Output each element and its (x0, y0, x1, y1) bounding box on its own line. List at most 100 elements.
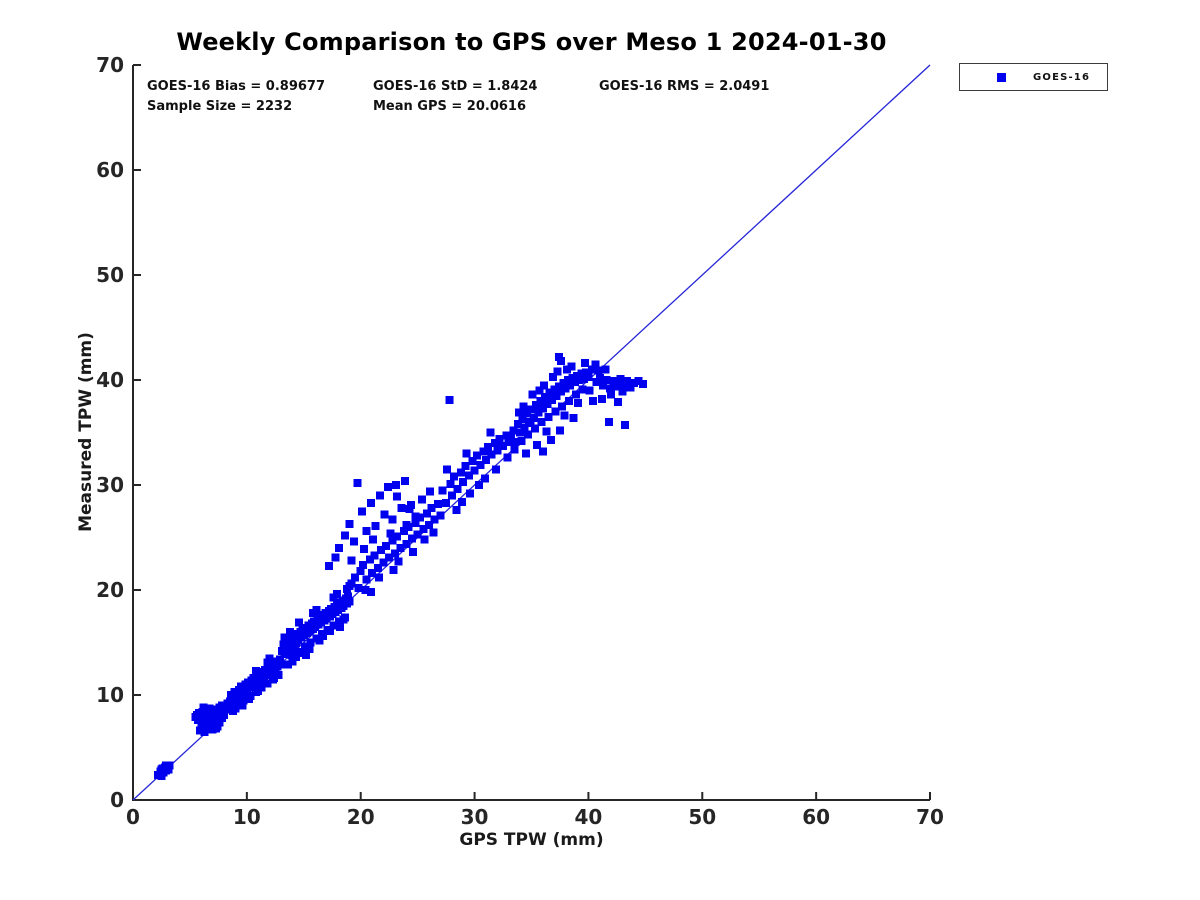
scatter-marker (397, 504, 406, 513)
scatter-marker (254, 686, 263, 695)
scatter-marker (517, 436, 526, 445)
scatter-marker (358, 560, 367, 569)
scatter-marker (618, 387, 627, 396)
scatter-marker (404, 523, 413, 531)
scatter-marker (581, 359, 590, 368)
scatter-marker (553, 367, 562, 376)
scatter-marker (365, 555, 374, 564)
scatter-marker (362, 575, 371, 584)
scatter-marker (422, 509, 431, 518)
scatter-marker (409, 548, 418, 557)
scatter-marker (369, 535, 378, 544)
legend: GOES-16 (959, 63, 1108, 91)
scatter-marker (319, 632, 328, 641)
scatter-marker (551, 407, 560, 416)
scatter-marker (554, 352, 563, 361)
scatter-marker (325, 626, 334, 635)
scatter-marker (511, 437, 520, 446)
scatter-marker (588, 397, 597, 405)
scatter-marker (344, 592, 353, 601)
scatter-marker (579, 374, 588, 383)
scatter-marker (560, 411, 569, 420)
scatter-marker (527, 405, 536, 414)
scatter-marker (388, 536, 397, 545)
scatter-marker (213, 722, 222, 731)
x-tick-label: 40 (575, 805, 603, 829)
scatter-marker (384, 483, 393, 492)
scatter-marker (411, 518, 420, 527)
scatter-marker (200, 727, 209, 736)
scatter-marker (157, 765, 166, 774)
scatter-marker (475, 481, 484, 489)
scatter-marker (418, 495, 427, 504)
scatter-marker (626, 383, 635, 392)
scatter-marker (302, 651, 311, 660)
scatter-marker (575, 376, 584, 384)
scatter-marker (245, 695, 254, 704)
scatter-marker (582, 368, 591, 377)
scatter-marker (609, 377, 618, 386)
scatter-marker (514, 408, 523, 417)
scatter-marker (445, 395, 454, 404)
stat-rms: GOES-16 RMS = 2.0491 (599, 79, 770, 94)
scatter-marker (324, 561, 333, 570)
scatter-marker (601, 365, 610, 374)
scatter-marker (606, 384, 615, 393)
scatter-marker (502, 431, 511, 440)
scatter-marker (495, 434, 504, 443)
scatter-marker (484, 443, 493, 452)
scatter-marker (570, 378, 579, 387)
scatter-marker (356, 567, 365, 576)
scatter-marker (620, 421, 629, 430)
scatter-marker (587, 365, 596, 374)
scatter-marker (238, 688, 247, 697)
scatter-marker (361, 586, 370, 594)
scatter-marker (386, 529, 395, 538)
scatter-marker (602, 376, 611, 384)
scatter-marker (277, 660, 286, 669)
scatter-marker (354, 583, 363, 592)
scatter-marker (349, 537, 358, 546)
scatter-marker (464, 471, 473, 480)
scatter-marker (228, 700, 237, 709)
scatter-marker (529, 413, 538, 422)
scatter-marker (462, 449, 471, 458)
y-tick-label: 50 (96, 263, 124, 287)
stat-sample-size: Sample Size = 2232 (147, 99, 293, 114)
scatter-marker (420, 535, 429, 544)
scatter-marker (509, 426, 518, 435)
scatter-marker (578, 385, 587, 394)
scatter-marker (562, 365, 571, 374)
scatter-marker (491, 439, 500, 447)
x-tick-label: 50 (688, 805, 716, 829)
scatter-marker (569, 413, 578, 422)
scatter-marker (396, 544, 405, 552)
scatter-marker (634, 377, 643, 386)
scatter-marker (552, 391, 561, 400)
scatter-marker (329, 593, 338, 602)
scatter-marker (233, 698, 242, 707)
scatter-marker (415, 513, 424, 522)
scatter-marker (574, 399, 583, 408)
scatter-marker (347, 579, 356, 588)
scatter-marker (347, 556, 356, 565)
scatter-marker (405, 505, 414, 514)
scatter-marker (331, 553, 340, 562)
scatter-marker (507, 432, 516, 441)
scatter-marker (280, 650, 289, 659)
scatter-marker (557, 387, 566, 396)
scatter-marker (265, 654, 274, 663)
y-tick-label: 0 (110, 788, 124, 812)
scatter-marker (639, 380, 648, 389)
scatter-marker (345, 519, 354, 528)
scatter-marker (577, 369, 586, 378)
scatter-marker (612, 382, 621, 391)
scatter-marker (614, 398, 623, 407)
scatter-marker (357, 507, 366, 516)
scatter-marker (263, 679, 272, 688)
scatter-marker (283, 660, 292, 669)
scatter-marker (519, 402, 528, 411)
scatter-marker (561, 384, 570, 393)
scatter-marker (198, 722, 207, 731)
stat-mean-gps: Mean GPS = 20.0616 (373, 99, 527, 114)
